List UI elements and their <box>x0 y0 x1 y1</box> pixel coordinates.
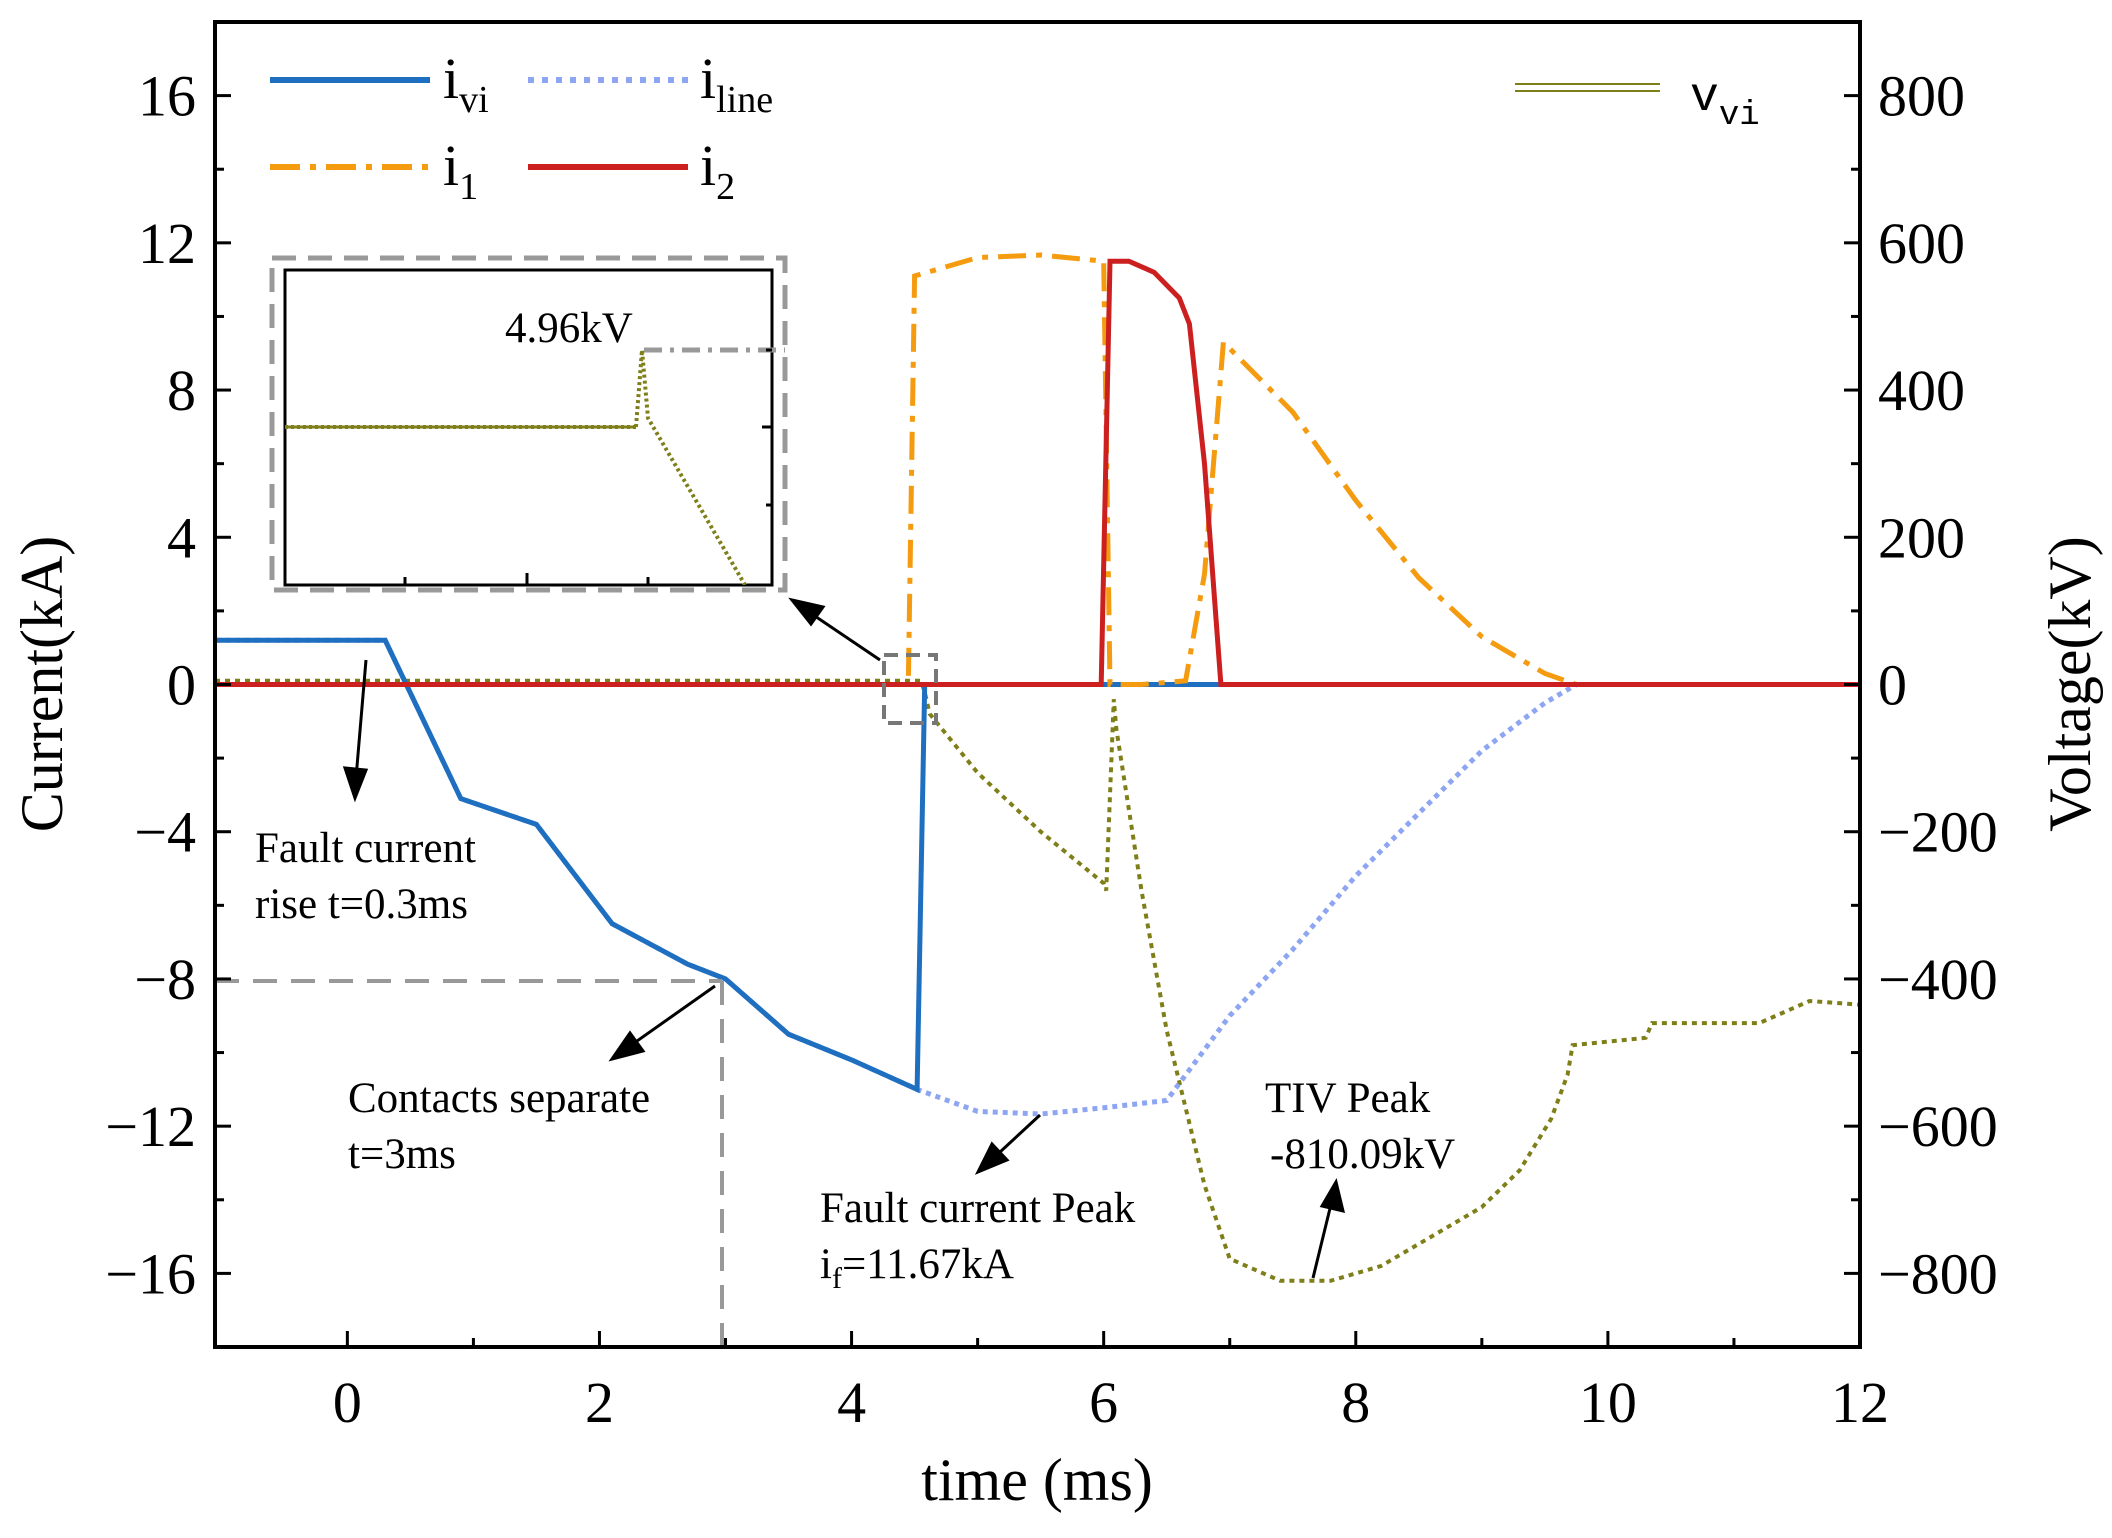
inset-zoom: 4.96kV <box>269 255 788 593</box>
annotation-contacts: Contacts separate t=3ms <box>348 1075 650 1178</box>
inset-outer-dashed-frame <box>269 255 788 593</box>
y-left-tick-label: −12 <box>105 1094 196 1159</box>
y-right-tick-label: 400 <box>1878 358 1965 423</box>
x-tick-label-12: 12 <box>1831 1370 1889 1435</box>
arrowhead-fault-rise <box>342 766 369 803</box>
zoom-region-box <box>882 653 938 725</box>
y-right-tick-label: −200 <box>1878 800 1998 865</box>
y-right-tick-label: 800 <box>1878 64 1965 129</box>
x-tick-label-0: 0 <box>333 1370 362 1435</box>
legend-label-i1: i1 <box>443 133 478 208</box>
y-left-tick-label: −16 <box>105 1241 196 1306</box>
y-right-tick-label: 0 <box>1878 653 1907 718</box>
y-axis-right-ticks: 800 600 400 200 0 −200 −400 −600 −800 <box>1844 64 1998 1306</box>
y-right-tick-label: −600 <box>1878 1094 1998 1159</box>
arrowhead-inset <box>788 597 826 627</box>
annotation-tiv-peak: TIV Peak -810.09kV <box>1265 1075 1455 1178</box>
y-axis-left-title: Current(kA) <box>9 536 75 833</box>
annotation-fault-rise-line2: rise t=0.3ms <box>255 881 468 928</box>
annotation-tiv-line2: -810.09kV <box>1270 1131 1455 1178</box>
legend-label-i2: i2 <box>700 133 735 208</box>
x-tick-label-8: 8 <box>1341 1370 1370 1435</box>
series-line-iline <box>215 637 1860 1117</box>
annotation-contacts-line2: t=3ms <box>348 1131 456 1178</box>
y-left-tick-label: −4 <box>134 800 196 865</box>
x-axis-title: time (ms) <box>921 1447 1153 1513</box>
y-left-tick-label: −8 <box>134 947 196 1012</box>
series-line-vvi <box>215 678 1860 1283</box>
y-right-tick-label: 600 <box>1878 211 1965 276</box>
x-tick-label-2: 2 <box>585 1370 614 1435</box>
annotation-fault-peak: Fault current Peak if=11.67kA <box>820 1185 1136 1295</box>
arrowhead-fault-peak <box>974 1141 1010 1175</box>
arrowhead-contacts <box>608 1030 646 1062</box>
y-left-tick-label: 12 <box>138 211 196 276</box>
x-tick-label-4: 4 <box>837 1370 866 1435</box>
arrowhead-tiv <box>1319 1178 1346 1214</box>
y-left-tick-label: 8 <box>167 358 196 423</box>
y-right-tick-label: −400 <box>1878 947 1998 1012</box>
x-axis-ticks: 0 2 4 6 8 10 12 <box>333 1331 1889 1435</box>
y-right-tick-label: −800 <box>1878 1241 1998 1306</box>
legend-label-vvi: vvi <box>1690 71 1760 135</box>
y-left-tick-label: 0 <box>167 653 196 718</box>
annotation-tiv-line1: TIV Peak <box>1265 1075 1431 1122</box>
annotation-contacts-line1: Contacts separate <box>348 1075 650 1122</box>
annotation-arrows <box>342 597 1346 1279</box>
legend-label-iline: iline <box>700 46 773 121</box>
legend-label-ivi: ivi <box>443 46 489 121</box>
y-left-tick-label: 4 <box>167 505 196 570</box>
y-right-tick-label: 200 <box>1878 505 1965 570</box>
annotation-fault-rise: Fault current rise t=0.3ms <box>255 825 476 928</box>
y-axis-left-ticks: 16 12 8 4 0 −4 −8 −12 −16 <box>105 64 231 1306</box>
y-axis-right-title: Voltage(kV) <box>2037 536 2103 832</box>
inset-label: 4.96kV <box>505 305 633 352</box>
series-line-i2 <box>215 258 1860 687</box>
annotation-fault-rise-line1: Fault current <box>255 825 476 872</box>
annotation-fault-peak-line2: if=11.67kA <box>820 1241 1014 1295</box>
x-tick-label-10: 10 <box>1579 1370 1637 1435</box>
series-line-i1 <box>215 252 1860 687</box>
legend: ivi iline i1 i2 vvi <box>270 46 1760 208</box>
annotation-fault-peak-line1: Fault current Peak <box>820 1185 1136 1232</box>
y-left-tick-label: 16 <box>138 64 196 129</box>
x-tick-label-6: 6 <box>1089 1370 1118 1435</box>
